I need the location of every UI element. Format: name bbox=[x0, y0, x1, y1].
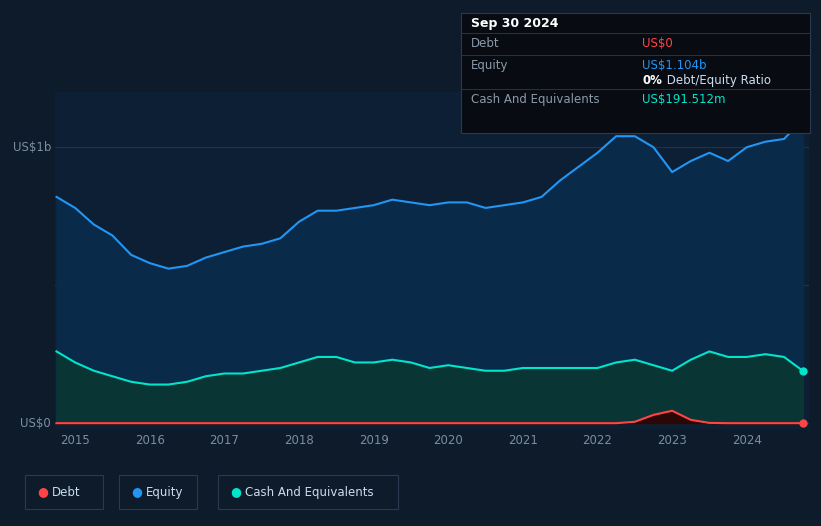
Text: ●: ● bbox=[131, 485, 142, 499]
Text: US$0: US$0 bbox=[642, 37, 672, 50]
Text: US$1b: US$1b bbox=[12, 141, 51, 154]
Text: US$0: US$0 bbox=[21, 417, 51, 430]
Text: Debt: Debt bbox=[471, 37, 500, 50]
Text: ●: ● bbox=[37, 485, 48, 499]
Text: Equity: Equity bbox=[471, 59, 509, 72]
Text: 0%: 0% bbox=[642, 74, 662, 87]
Text: US$191.512m: US$191.512m bbox=[642, 93, 726, 106]
Text: Cash And Equivalents: Cash And Equivalents bbox=[471, 93, 600, 106]
Text: Cash And Equivalents: Cash And Equivalents bbox=[245, 485, 374, 499]
Text: Equity: Equity bbox=[146, 485, 184, 499]
Text: Debt: Debt bbox=[52, 485, 80, 499]
Text: Sep 30 2024: Sep 30 2024 bbox=[471, 17, 559, 30]
Text: Debt/Equity Ratio: Debt/Equity Ratio bbox=[663, 74, 771, 87]
Text: US$1.104b: US$1.104b bbox=[642, 59, 707, 72]
Text: ●: ● bbox=[230, 485, 241, 499]
